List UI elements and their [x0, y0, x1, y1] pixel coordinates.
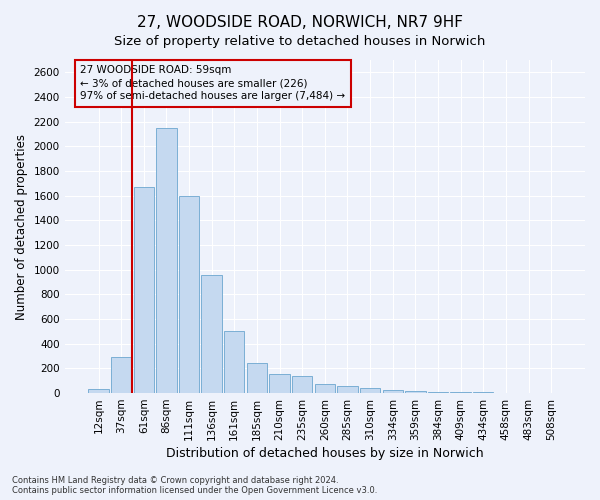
Bar [88, 390, 109, 393]
Bar [224, 332, 244, 393]
Bar [428, 392, 448, 393]
Bar [292, 376, 313, 393]
Text: 27 WOODSIDE ROAD: 59sqm
← 3% of detached houses are smaller (226)
97% of semi-de: 27 WOODSIDE ROAD: 59sqm ← 3% of detached… [80, 65, 346, 102]
Bar [247, 364, 267, 393]
Bar [360, 388, 380, 393]
Bar [156, 128, 176, 393]
Text: Contains HM Land Registry data © Crown copyright and database right 2024.
Contai: Contains HM Land Registry data © Crown c… [12, 476, 377, 495]
Bar [473, 392, 493, 393]
Bar [337, 386, 358, 393]
Bar [111, 358, 131, 393]
Bar [405, 391, 425, 393]
Text: 27, WOODSIDE ROAD, NORWICH, NR7 9HF: 27, WOODSIDE ROAD, NORWICH, NR7 9HF [137, 15, 463, 30]
Y-axis label: Number of detached properties: Number of detached properties [15, 134, 28, 320]
X-axis label: Distribution of detached houses by size in Norwich: Distribution of detached houses by size … [166, 447, 484, 460]
Bar [314, 384, 335, 393]
Text: Size of property relative to detached houses in Norwich: Size of property relative to detached ho… [115, 35, 485, 48]
Bar [451, 392, 471, 393]
Bar [202, 274, 222, 393]
Bar [383, 390, 403, 393]
Bar [134, 187, 154, 393]
Bar [269, 374, 290, 393]
Bar [179, 196, 199, 393]
